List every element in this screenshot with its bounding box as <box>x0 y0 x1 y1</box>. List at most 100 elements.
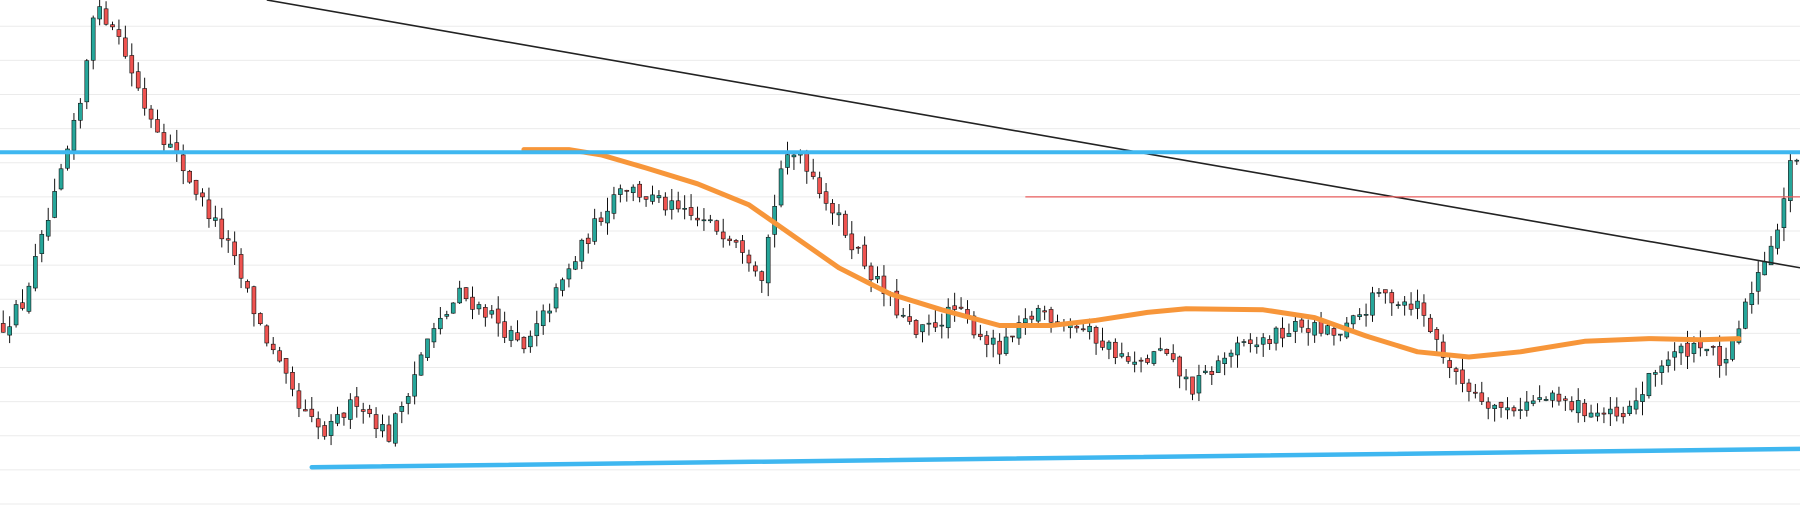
bearish-candle <box>20 302 25 309</box>
drawn-lines <box>0 0 1800 470</box>
bullish-candle <box>348 399 353 420</box>
bearish-candle <box>367 408 372 414</box>
bullish-candle <box>1588 412 1594 418</box>
bearish-candle <box>913 320 919 335</box>
bearish-candle <box>123 37 128 57</box>
bullish-candle <box>579 239 585 262</box>
bullish-candle <box>1132 361 1137 365</box>
bullish-candle <box>476 304 482 310</box>
bearish-candle <box>1209 371 1215 375</box>
bullish-candle <box>1665 359 1671 366</box>
bearish-candle <box>180 154 186 172</box>
bullish-candle <box>1293 321 1298 332</box>
bearish-candle <box>1428 317 1433 332</box>
bullish-candle <box>1524 401 1530 411</box>
bearish-candle <box>1485 401 1491 409</box>
bullish-candle <box>1415 300 1420 309</box>
bearish-candle <box>855 246 861 249</box>
bearish-candle <box>1614 406 1620 417</box>
bullish-candle <box>630 186 636 193</box>
bearish-candle <box>1299 319 1305 328</box>
bullish-candle <box>489 310 495 315</box>
bullish-candle <box>1575 400 1581 414</box>
bullish-candle <box>945 306 951 329</box>
bearish-candle <box>155 119 160 133</box>
bearish-candle <box>1685 342 1690 357</box>
bullish-candle <box>1260 337 1266 345</box>
bearish-candle <box>643 196 649 200</box>
bearish-candle <box>746 254 752 264</box>
bullish-candle <box>1640 394 1645 402</box>
bullish-candle <box>1736 328 1742 343</box>
bullish-candle <box>1119 353 1125 357</box>
bearish-candle <box>727 238 732 241</box>
bearish-candle <box>695 217 700 221</box>
bullish-candle <box>58 168 64 190</box>
bearish-candle <box>1074 325 1080 329</box>
bearish-candle <box>1383 289 1388 294</box>
bullish-candle <box>566 268 572 280</box>
bullish-candle <box>1659 365 1665 373</box>
bearish-candle <box>258 313 263 325</box>
bullish-candle <box>560 279 565 291</box>
bearish-candle <box>354 396 360 407</box>
bearish-candle <box>1177 356 1182 377</box>
bearish-candle <box>1453 368 1459 372</box>
bearish-candle <box>843 213 848 236</box>
bearish-candle <box>675 200 681 210</box>
bearish-candle <box>1569 401 1575 411</box>
bullish-candle <box>875 276 880 280</box>
bearish-candle <box>1421 302 1427 316</box>
bullish-candle <box>573 261 578 270</box>
bullish-candle <box>1550 392 1555 401</box>
bullish-candle <box>450 302 456 314</box>
bearish-candle <box>1408 303 1414 310</box>
bullish-candle <box>7 326 12 336</box>
bearish-candle <box>1447 360 1452 369</box>
bearish-candle <box>1010 335 1015 338</box>
bullish-candle <box>1273 327 1279 344</box>
bearish-candle <box>187 170 192 183</box>
bullish-candle <box>1357 314 1362 317</box>
bearish-candle <box>1331 328 1337 336</box>
bearish-candle <box>1717 345 1722 366</box>
bearish-candle <box>585 237 591 245</box>
bullish-candle <box>656 195 662 199</box>
bullish-candle <box>71 119 77 151</box>
bullish-candle <box>1608 408 1613 415</box>
bullish-candle <box>425 338 430 358</box>
bullish-candle <box>33 256 38 289</box>
bearish-candle <box>1080 328 1086 331</box>
bullish-candle <box>1087 325 1092 333</box>
bullish-candle <box>778 168 784 206</box>
bearish-candle <box>161 132 167 145</box>
bearish-candle <box>1582 402 1587 417</box>
bearish-candle <box>830 203 835 214</box>
bearish-candle <box>804 151 810 172</box>
bearish-candle <box>1460 369 1465 384</box>
bullish-candle <box>1492 404 1497 409</box>
candlestick-series <box>0 0 1800 447</box>
bullish-candle <box>1530 400 1536 404</box>
bearish-candle <box>1511 407 1517 412</box>
bearish-candle <box>1170 353 1176 360</box>
bearish-candle <box>714 220 720 232</box>
bullish-candle <box>553 287 559 309</box>
bullish-candle <box>393 413 398 444</box>
bearish-candle <box>1563 398 1568 401</box>
bearish-candle <box>1440 341 1446 358</box>
bullish-candle <box>1678 345 1684 354</box>
bullish-candle <box>900 314 906 317</box>
bearish-candle <box>1620 413 1626 418</box>
bearish-candle <box>0 323 6 333</box>
bullish-candle <box>1338 333 1343 336</box>
bullish-candle <box>939 324 945 327</box>
bullish-candle <box>1743 301 1748 329</box>
bullish-candle <box>405 396 411 404</box>
bearish-candle <box>1113 341 1118 358</box>
bullish-candle <box>1755 272 1761 292</box>
bullish-candle <box>1325 325 1330 335</box>
bullish-candle <box>1627 405 1632 414</box>
